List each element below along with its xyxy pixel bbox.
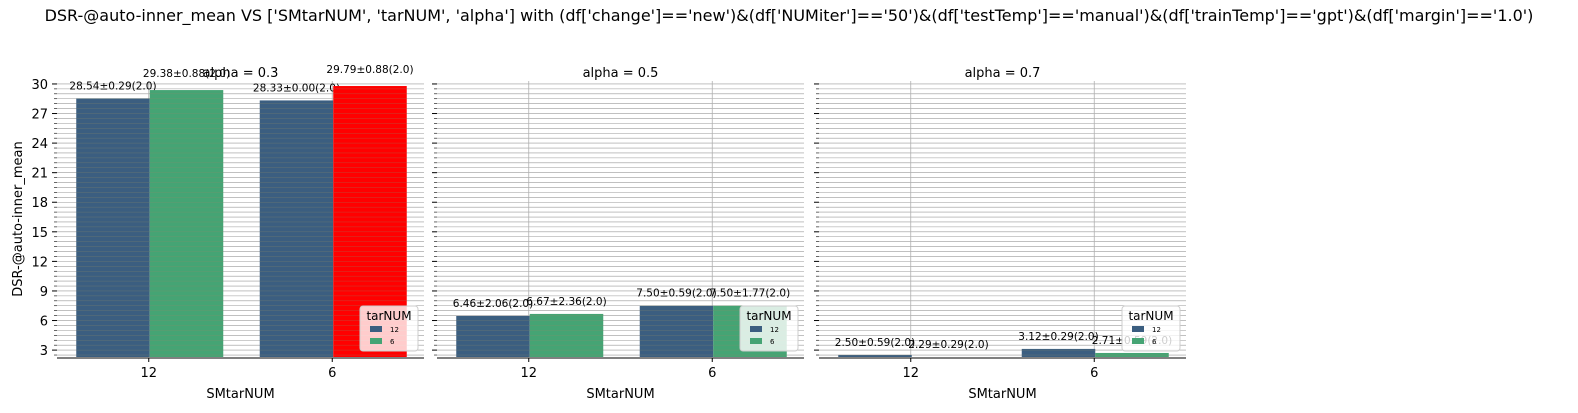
x-tick-label: 12 — [140, 366, 157, 381]
legend-label-12: 12 — [770, 326, 779, 334]
data-label: 3.12±0.29(2.0) — [1018, 331, 1098, 343]
legend-title: tarNUM — [366, 309, 411, 323]
bar-6-12 — [149, 90, 224, 357]
data-label: 7.50±0.59(2.0) — [636, 288, 716, 300]
y-tick-label: 6 — [40, 315, 48, 330]
bar-12-12 — [838, 355, 912, 357]
legend-swatch-12 — [370, 326, 382, 332]
chart-title: DSR-@auto-inner_mean VS ['SMtarNUM', 'ta… — [44, 6, 1534, 25]
y-tick-label: 18 — [31, 196, 48, 211]
legend-label-6: 6 — [770, 338, 775, 346]
data-label: 6.67±2.36(2.0) — [526, 296, 606, 308]
y-tick-label: 9 — [40, 285, 48, 300]
legend-swatch-6 — [1132, 338, 1144, 344]
data-label: 2.50±0.59(2.0) — [835, 337, 915, 349]
y-tick-label: 21 — [31, 167, 48, 182]
data-label: 2.29±0.29(2.0) — [908, 339, 988, 351]
data-label: 28.33±0.00(2.0) — [253, 82, 340, 94]
y-tick-label: 24 — [31, 137, 48, 152]
legend-swatch-6 — [750, 338, 762, 344]
bar-12-6 — [639, 305, 714, 357]
data-label: 28.54±0.29(2.0) — [69, 80, 156, 92]
panel-title: alpha = 0.7 — [965, 66, 1041, 81]
legend-swatch-6 — [370, 338, 382, 344]
legend-swatch-12 — [1132, 326, 1144, 332]
panel-title: alpha = 0.3 — [203, 66, 279, 81]
x-tick-label: 12 — [902, 366, 919, 381]
y-tick-label: 12 — [31, 255, 48, 270]
x-tick-label: 6 — [328, 366, 336, 381]
legend-label-12: 12 — [390, 326, 399, 334]
bar-12-6 — [1021, 348, 1096, 357]
y-axis-label: DSR-@auto-inner_mean — [11, 141, 26, 296]
x-tick-label: 12 — [520, 366, 537, 381]
legend-label-6: 6 — [1152, 338, 1157, 346]
data-label: 7.50±1.77(2.0) — [710, 288, 790, 300]
data-label: 29.79±0.88(2.0) — [326, 64, 413, 76]
legend-title: tarNUM — [1128, 309, 1173, 323]
legend-label-6: 6 — [390, 338, 395, 346]
legend-title: tarNUM — [746, 309, 791, 323]
data-label: 6.46±2.06(2.0) — [453, 298, 533, 310]
data-label: 29.38±0.88(2.0) — [143, 68, 230, 80]
y-tick-label: 3 — [40, 344, 48, 359]
bar-12-12 — [76, 98, 150, 357]
panel-title: alpha = 0.5 — [583, 66, 659, 81]
legend-label-12: 12 — [1152, 326, 1161, 334]
y-tick-label: 27 — [31, 108, 48, 123]
x-tick-label: 6 — [1090, 366, 1098, 381]
y-tick-label: 30 — [31, 78, 48, 93]
legend-swatch-12 — [750, 326, 762, 332]
bar-12-12 — [456, 315, 530, 357]
bar-12-6 — [259, 100, 334, 357]
x-axis-label: SMtarNUM — [206, 387, 274, 402]
y-tick-label: 15 — [31, 226, 48, 241]
x-axis-label: SMtarNUM — [968, 387, 1036, 402]
x-tick-label: 6 — [708, 366, 716, 381]
x-axis-label: SMtarNUM — [586, 387, 654, 402]
